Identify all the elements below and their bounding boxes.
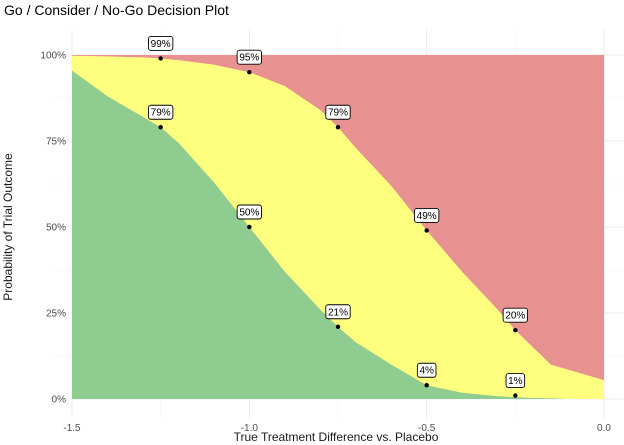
data-label-box <box>325 104 351 120</box>
x-tick-label: -1.5 <box>63 423 81 434</box>
data-point <box>424 228 429 233</box>
data-label: 49% <box>417 211 437 222</box>
data-label: 1% <box>508 376 523 387</box>
data-label: 99% <box>151 39 171 50</box>
x-axis-title: True Treatment Difference vs. Placebo <box>234 430 439 444</box>
data-label-box <box>416 362 437 378</box>
data-point <box>513 393 518 398</box>
x-tick-label: -1.0 <box>241 423 259 434</box>
go-area <box>72 70 604 399</box>
data-label: 79% <box>151 108 171 119</box>
data-point <box>513 328 518 333</box>
data-label-box <box>236 49 262 65</box>
data-points: 99% 95% 79% 49% 20% 79% 50% 21% 4% 1% <box>148 35 528 398</box>
data-label-box <box>414 207 440 223</box>
data-point <box>247 70 252 75</box>
data-label-box <box>505 373 526 389</box>
areas <box>72 55 604 400</box>
y-tick-label: 100% <box>40 51 66 62</box>
data-label-box <box>502 307 528 323</box>
data-label: 4% <box>419 366 434 377</box>
data-label-box <box>236 204 262 220</box>
data-point <box>247 224 252 230</box>
y-tick-label: 50% <box>46 223 66 234</box>
x-axis-ticks: -1.5 -1.0 -0.5 0.0 <box>63 423 611 434</box>
data-label: 95% <box>239 53 259 64</box>
data-label-box <box>148 104 174 120</box>
data-point <box>158 56 163 61</box>
data-point <box>335 125 341 130</box>
y-axis-title: Probability of Trial Outcome <box>1 153 15 301</box>
data-label: 21% <box>328 307 348 318</box>
x-tick-label: 0.0 <box>597 423 611 434</box>
data-label: 20% <box>505 311 525 322</box>
y-tick-label: 75% <box>46 137 66 148</box>
data-point <box>335 324 341 329</box>
data-label-box <box>325 304 351 320</box>
y-axis-ticks: 0% 25% 50% 75% 100% <box>40 51 66 406</box>
y-tick-label: 25% <box>46 309 66 320</box>
data-label: 79% <box>328 108 348 119</box>
data-point <box>158 125 163 130</box>
y-tick-label: 0% <box>52 395 67 406</box>
data-label-box <box>148 35 174 51</box>
x-tick-label: -0.5 <box>418 423 436 434</box>
chart-title: Go / Consider / No-Go Decision Plot <box>4 2 229 18</box>
data-point <box>424 383 429 388</box>
data-label: 50% <box>239 208 259 219</box>
